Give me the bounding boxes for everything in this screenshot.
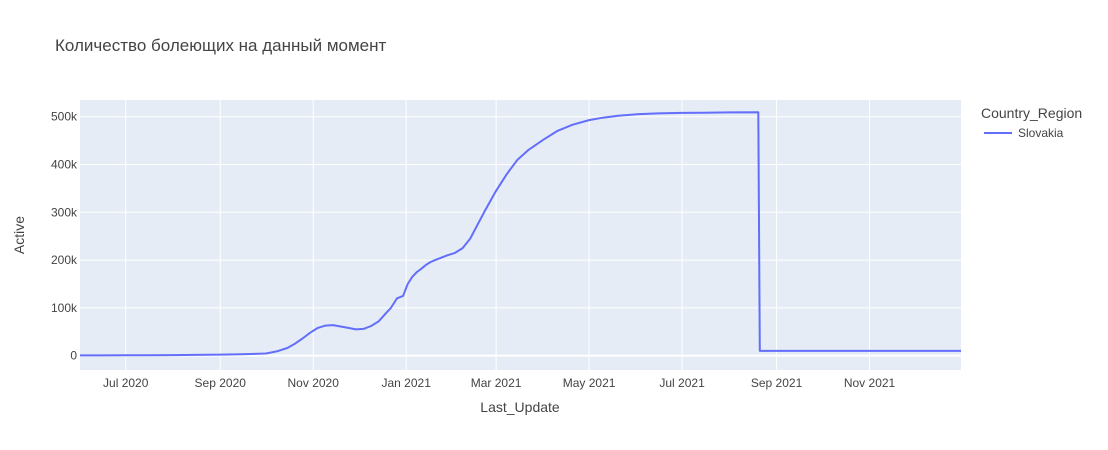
legend-item-slovakia[interactable]: Slovakia	[984, 126, 1064, 140]
legend: Country_Region Slovakia	[981, 105, 1082, 140]
series-line-slovakia[interactable]	[80, 111, 961, 357]
y-axis-title: Active	[11, 216, 27, 254]
x-tick-label: Nov 2021	[844, 376, 896, 390]
y-tick-label: 400k	[51, 158, 78, 172]
legend-title: Country_Region	[981, 105, 1082, 121]
y-tick-label: 0	[70, 349, 77, 363]
x-tick-label: Jan 2021	[381, 376, 431, 390]
x-gridlines	[125, 100, 871, 370]
chart-title: Количество болеющих на данный момент	[55, 36, 386, 55]
y-tick-label: 500k	[51, 110, 78, 124]
y-tick-label: 300k	[51, 205, 78, 219]
x-tick-label: Nov 2020	[288, 376, 340, 390]
y-gridlines	[80, 116, 961, 357]
y-tick-label: 200k	[51, 253, 78, 267]
x-tick-label: Jul 2021	[659, 376, 705, 390]
x-tick-label: Sep 2021	[751, 376, 803, 390]
y-tick-label: 100k	[51, 301, 78, 315]
x-tick-label: May 2021	[563, 376, 616, 390]
x-tick-label: Mar 2021	[471, 376, 522, 390]
plot-area	[80, 100, 961, 370]
x-tick-labels: Jul 2020 Sep 2020 Nov 2020 Jan 2021 Mar 2021…	[103, 376, 896, 390]
y-tick-labels: 0 100k 200k 300k 400k 500k	[51, 110, 78, 363]
x-tick-label: Jul 2020	[103, 376, 149, 390]
legend-label: Slovakia	[1018, 126, 1064, 140]
x-tick-label: Sep 2020	[195, 376, 247, 390]
series-layer	[80, 111, 961, 357]
x-axis-title: Last_Update	[480, 399, 560, 415]
